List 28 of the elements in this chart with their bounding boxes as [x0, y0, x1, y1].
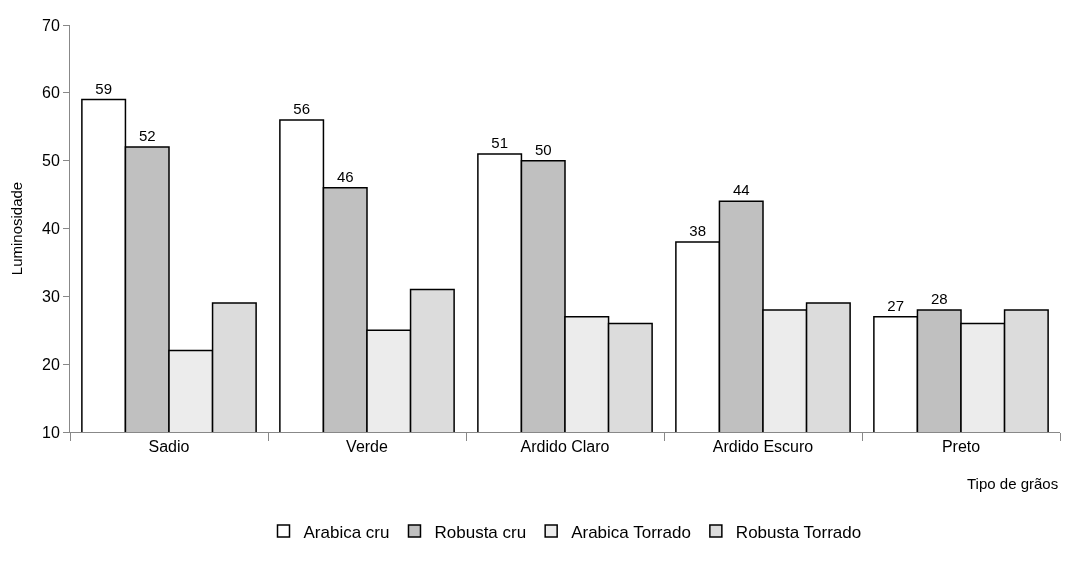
- y-tick-label: 10: [42, 423, 60, 441]
- data-label: 59: [95, 79, 112, 97]
- data-label: 46: [336, 167, 354, 185]
- legend-label: Robusta Torrado: [735, 522, 862, 542]
- x-tick-label: Verde: [346, 438, 389, 456]
- y-tick-label: 40: [42, 220, 60, 238]
- data-label: 28: [930, 289, 948, 307]
- legend-label: Robusta cru: [434, 522, 527, 542]
- data-label: 52: [138, 127, 156, 145]
- y-tick-label: 60: [42, 84, 60, 102]
- data-label: 50: [534, 140, 552, 158]
- data-label: 38: [689, 222, 706, 240]
- x-tick-label: Preto: [941, 438, 981, 456]
- y-axis-title: Luminosidade: [8, 181, 26, 276]
- x-tick-label: Sadio: [148, 438, 190, 456]
- data-label: 51: [491, 133, 508, 151]
- x-tick-label: Ardido Claro: [520, 438, 610, 456]
- data-label: 56: [293, 99, 310, 117]
- y-tick-label: 50: [42, 152, 60, 170]
- legend-label: Arabica Torrado: [571, 522, 691, 542]
- legend-label: Arabica cru: [303, 522, 390, 542]
- y-tick-label: 30: [42, 287, 60, 305]
- y-tick-label: 20: [42, 355, 60, 373]
- data-label: 44: [732, 181, 750, 199]
- y-tick-label: 70: [42, 16, 60, 34]
- x-axis-title: Tipo de grãos: [967, 475, 1059, 492]
- x-tick-label: Ardido Escuro: [712, 438, 814, 456]
- data-label: 27: [887, 296, 904, 314]
